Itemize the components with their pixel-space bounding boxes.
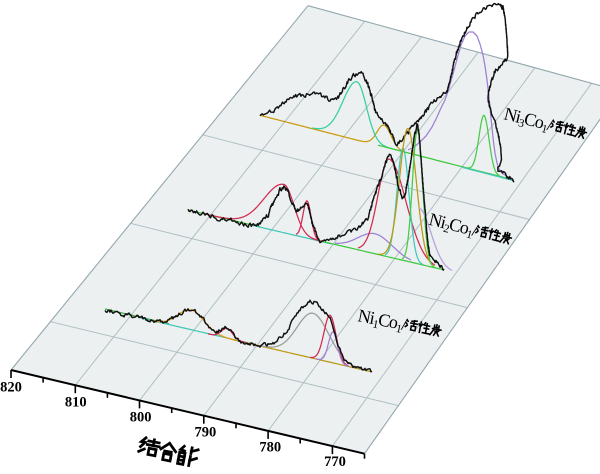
svg-text:820: 820 — [0, 380, 22, 396]
svg-text:800: 800 — [130, 410, 152, 426]
svg-text:780: 780 — [259, 439, 281, 455]
svg-text:770: 770 — [324, 454, 346, 469]
svg-text:790: 790 — [195, 424, 217, 440]
svg-text:810: 810 — [65, 395, 87, 411]
